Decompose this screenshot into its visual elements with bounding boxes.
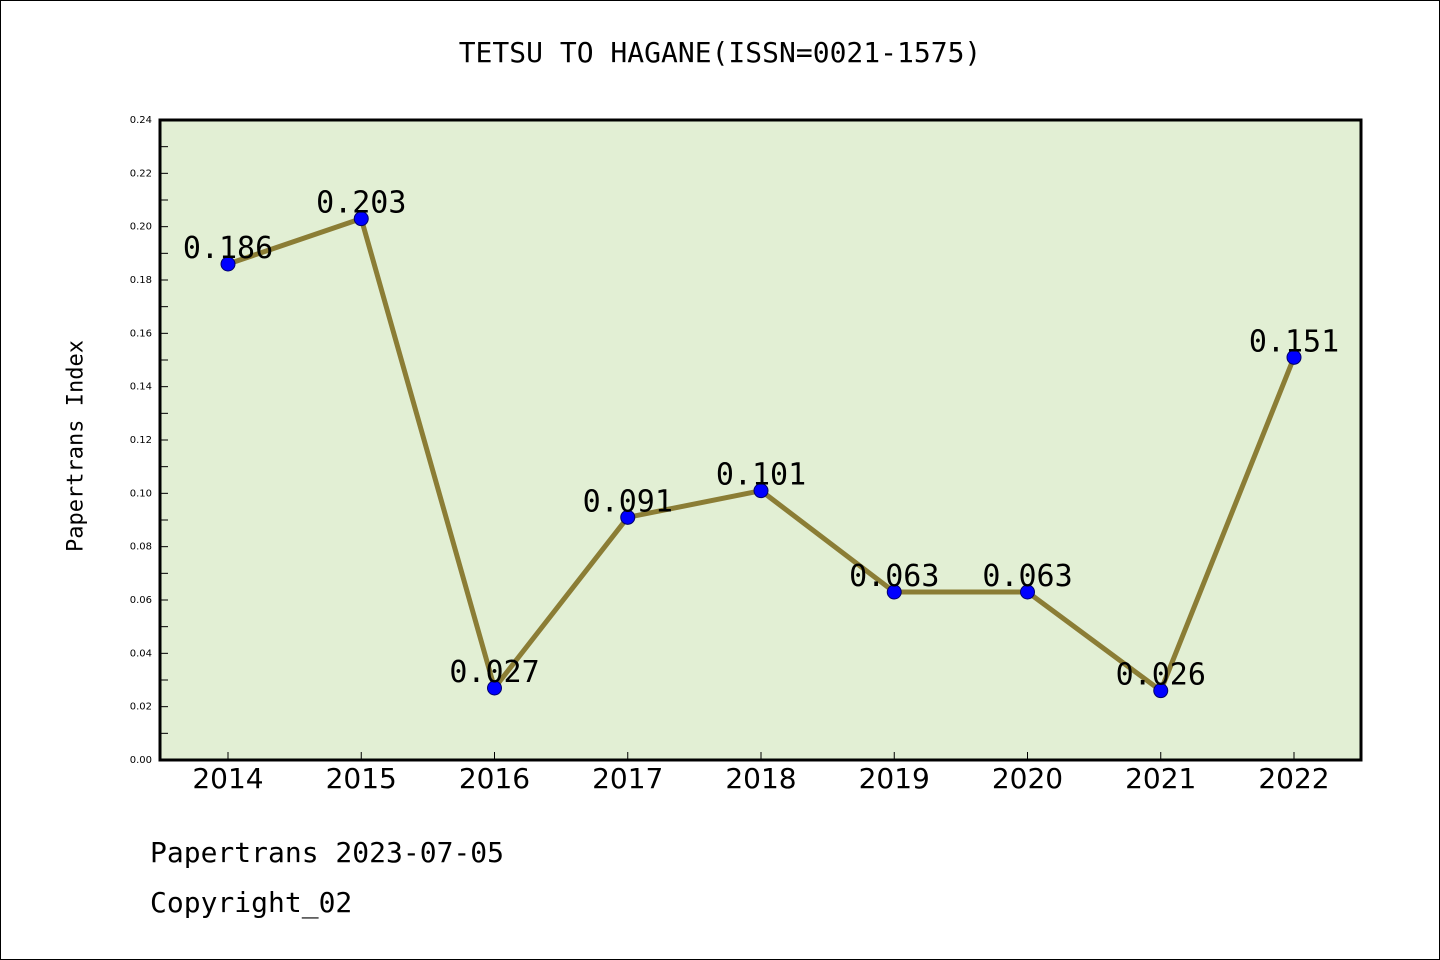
y-tick-label: 0.16 — [130, 328, 152, 339]
data-label: 0.063 — [849, 559, 939, 594]
y-tick-label: 0.08 — [130, 542, 152, 553]
y-tick-label: 0.00 — [130, 755, 152, 766]
x-tick-label: 2016 — [459, 762, 530, 795]
plot-border — [158, 118, 1363, 762]
y-tick-label: 0.06 — [130, 595, 152, 606]
data-point — [487, 680, 502, 696]
data-point — [753, 483, 769, 499]
x-tick-label: 2018 — [725, 762, 796, 795]
data-label: 0.186 — [183, 231, 273, 266]
plot-area — [160, 120, 1361, 760]
data-label: 0.027 — [449, 655, 539, 690]
data-label: 0.101 — [716, 458, 806, 493]
data-point — [220, 256, 236, 272]
y-tick-label: 0.02 — [130, 702, 152, 713]
footer-source-date: Papertrans 2023-07-05 — [150, 836, 505, 869]
x-tick-label: 2019 — [859, 762, 930, 795]
data-point — [1153, 683, 1169, 699]
y-tick-label: 0.04 — [130, 648, 152, 659]
data-label: 0.203 — [316, 186, 406, 221]
x-tick-label: 2015 — [326, 762, 397, 795]
x-tick-label: 2022 — [1258, 762, 1329, 795]
y-tick-label: 0.14 — [130, 382, 152, 393]
y-tick-label: 0.12 — [130, 435, 152, 446]
y-tick-label: 0.20 — [130, 222, 152, 233]
data-point — [886, 584, 902, 600]
data-point — [353, 211, 369, 227]
data-label: 0.091 — [583, 484, 673, 519]
x-tick-label: 2017 — [592, 762, 663, 795]
data-point — [1020, 584, 1035, 600]
y-tick-label: 0.24 — [130, 115, 152, 126]
x-tick-label: 2014 — [192, 762, 263, 795]
x-tick-label: 2021 — [1125, 762, 1196, 795]
y-tick-label: 0.18 — [130, 275, 152, 286]
x-tick-label: 2020 — [992, 762, 1063, 795]
y-tick-label: 0.10 — [130, 488, 152, 499]
data-label: 0.063 — [982, 559, 1072, 594]
footer-copyright: Copyright_02 — [150, 886, 353, 919]
data-label: 0.151 — [1249, 324, 1339, 359]
data-label: 0.026 — [1116, 658, 1206, 693]
y-tick-label: 0.22 — [130, 168, 152, 179]
data-point — [620, 509, 636, 525]
data-point — [1286, 349, 1302, 365]
chart-title: TETSU TO HAGANE(ISSN=0021-1575) — [458, 36, 982, 69]
